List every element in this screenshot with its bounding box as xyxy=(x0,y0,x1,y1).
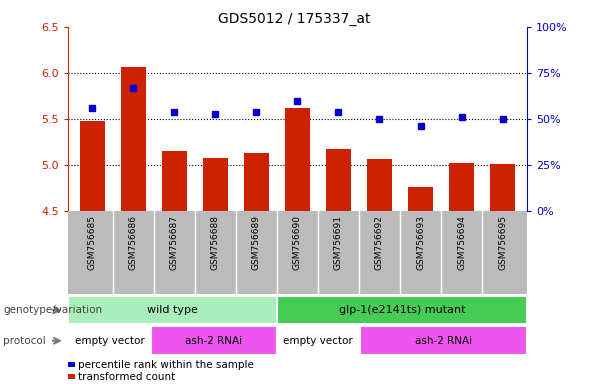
Text: GSM756694: GSM756694 xyxy=(457,215,466,270)
Text: GSM756695: GSM756695 xyxy=(498,215,507,270)
Text: protocol: protocol xyxy=(3,336,46,346)
Bar xyxy=(162,151,187,211)
Text: transformed count: transformed count xyxy=(78,372,176,382)
Text: GSM756686: GSM756686 xyxy=(129,215,138,270)
Text: GSM756685: GSM756685 xyxy=(88,215,97,270)
Bar xyxy=(80,121,105,211)
Text: empty vector: empty vector xyxy=(75,336,144,346)
Text: percentile rank within the sample: percentile rank within the sample xyxy=(78,360,254,370)
Text: GDS5012 / 175337_at: GDS5012 / 175337_at xyxy=(219,12,370,25)
Bar xyxy=(326,149,351,211)
Bar xyxy=(121,66,145,211)
Text: GSM756690: GSM756690 xyxy=(293,215,302,270)
Text: glp-1(e2141ts) mutant: glp-1(e2141ts) mutant xyxy=(339,305,465,315)
Bar xyxy=(408,187,433,211)
Text: GSM756693: GSM756693 xyxy=(416,215,425,270)
Text: ash-2 RNAi: ash-2 RNAi xyxy=(415,336,472,346)
Bar xyxy=(244,153,269,211)
Text: GSM756687: GSM756687 xyxy=(170,215,179,270)
Text: wild type: wild type xyxy=(147,305,197,315)
Text: GSM756688: GSM756688 xyxy=(211,215,220,270)
Bar xyxy=(203,158,228,211)
Text: GSM756692: GSM756692 xyxy=(375,215,384,270)
Bar xyxy=(285,108,310,211)
Bar xyxy=(490,164,515,211)
Text: ash-2 RNAi: ash-2 RNAi xyxy=(186,336,243,346)
Text: GSM756691: GSM756691 xyxy=(334,215,343,270)
Bar xyxy=(367,159,392,211)
Bar xyxy=(449,163,474,211)
Text: genotype/variation: genotype/variation xyxy=(3,305,102,315)
Text: empty vector: empty vector xyxy=(283,336,353,346)
Text: GSM756689: GSM756689 xyxy=(252,215,261,270)
